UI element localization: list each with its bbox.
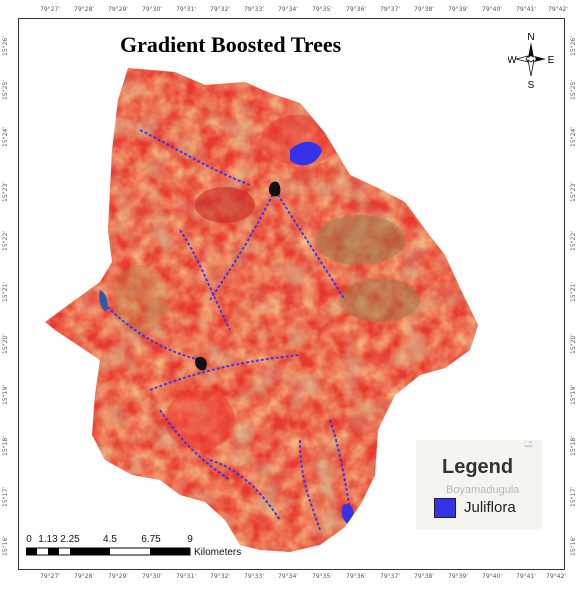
scale-unit-label: Kilometers	[194, 547, 242, 558]
lon-tick-top: 79°38'	[414, 6, 434, 13]
scale-label: 0	[26, 534, 32, 545]
lon-tick-top: 79°37'	[380, 6, 400, 13]
lon-tick-top: 79°40'	[482, 6, 502, 13]
lon-tick-bottom: 79°42'	[546, 573, 566, 580]
juliflora-swatch	[434, 498, 456, 518]
scale-label: 6.75	[141, 534, 161, 545]
scale-bar-graphic	[26, 547, 191, 556]
lon-tick-bottom: 79°39'	[448, 573, 468, 580]
legend-box: ය Boyamadugula Legend Juliflora	[416, 436, 542, 530]
lon-tick-top: 79°35'	[312, 6, 332, 13]
scale-label: 2.25	[60, 534, 80, 545]
lon-tick-bottom: 79°34'	[278, 573, 298, 580]
lon-tick-bottom: 79°36'	[346, 573, 366, 580]
lon-tick-top: 79°36'	[346, 6, 366, 13]
lon-tick-bottom: 79°41'	[516, 573, 536, 580]
juliflora-legend-label: Juliflora	[464, 499, 516, 516]
lon-tick-bottom: 79°28'	[74, 573, 94, 580]
lon-tick-bottom: 79°32'	[210, 573, 230, 580]
lon-tick-top: 79°32'	[210, 6, 230, 13]
lon-tick-bottom: 79°33'	[244, 573, 264, 580]
west-label: W	[508, 55, 517, 66]
lon-tick-top: 79°39'	[448, 6, 468, 13]
basemap-place-label: Boyamadugula	[446, 484, 520, 496]
lon-tick-top: 79°42'	[548, 6, 568, 13]
lon-tick-bottom: 79°35'	[312, 573, 332, 580]
lon-tick-top: 79°34'	[278, 6, 298, 13]
scale-label: 9	[187, 534, 193, 545]
lon-tick-top: 79°31'	[176, 6, 196, 13]
lon-tick-top: 79°29'	[108, 6, 128, 13]
scale-label: 4.5	[103, 534, 117, 545]
lon-tick-top: 79°33'	[244, 6, 264, 13]
lon-tick-bottom: 79°30'	[142, 573, 162, 580]
lon-tick-top: 79°27'	[40, 6, 60, 13]
lon-tick-bottom: 79°27'	[40, 573, 60, 580]
south-label: S	[528, 80, 535, 91]
lon-tick-bottom: 79°29'	[108, 573, 128, 580]
juliflora-patches	[99, 129, 351, 531]
north-arrow-icon: N S W E	[508, 32, 554, 91]
scale-label: 1.13	[38, 534, 58, 545]
lon-tick-top: 79°30'	[142, 6, 162, 13]
lon-tick-bottom: 79°38'	[414, 573, 434, 580]
lon-tick-top: 79°41'	[516, 6, 536, 13]
north-label: N	[527, 32, 534, 43]
basemap-fragment-text: ය	[524, 436, 533, 450]
legend-title: Legend	[442, 456, 514, 478]
lon-tick-top: 79°28'	[74, 6, 94, 13]
lon-tick-bottom: 79°37'	[380, 573, 400, 580]
east-label: E	[548, 55, 554, 66]
lon-tick-bottom: 79°31'	[176, 573, 196, 580]
map-title: Gradient Boosted Trees	[120, 32, 342, 57]
lon-tick-bottom: 79°40'	[482, 573, 502, 580]
